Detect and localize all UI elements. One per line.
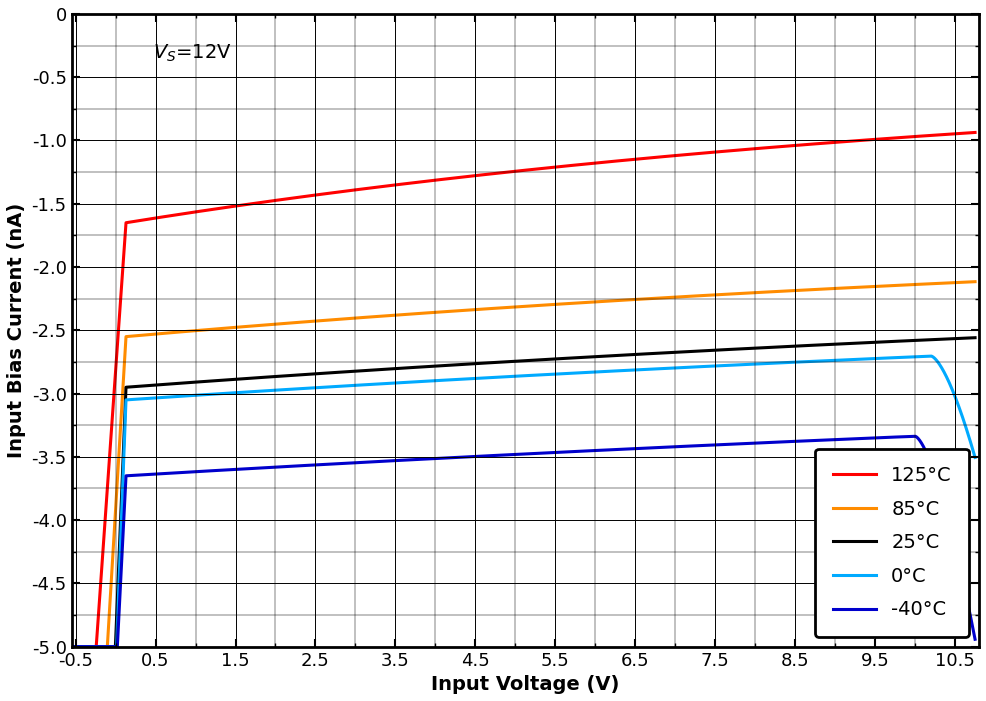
0°C: [969, 454, 981, 462]
-40°C: [654, 443, 666, 451]
25°C: [411, 363, 423, 372]
-40°C: [411, 455, 423, 463]
0°C: [607, 367, 619, 375]
25°C: [740, 344, 751, 353]
Y-axis label: Input Bias Current (nA): Input Bias Current (nA): [7, 203, 26, 458]
25°C: [230, 375, 242, 383]
125°C: [66, 642, 78, 651]
0°C: [230, 388, 242, 397]
25°C: [809, 341, 820, 349]
-40°C: [230, 465, 242, 474]
Line: -40°C: -40°C: [72, 436, 975, 646]
85°C: [969, 278, 981, 286]
X-axis label: Input Voltage (V): Input Voltage (V): [431, 675, 619, 694]
-40°C: [66, 642, 78, 651]
-40°C: [607, 445, 619, 454]
0°C: [654, 365, 666, 373]
25°C: [607, 351, 619, 360]
125°C: [654, 153, 666, 161]
-40°C: [909, 432, 921, 440]
85°C: [607, 297, 619, 305]
Line: 25°C: 25°C: [72, 338, 975, 646]
85°C: [740, 289, 751, 297]
25°C: [654, 349, 666, 358]
0°C: [925, 352, 937, 360]
-40°C: [740, 440, 751, 448]
0°C: [66, 642, 78, 651]
0°C: [809, 357, 820, 365]
85°C: [66, 642, 78, 651]
Line: 125°C: 125°C: [72, 132, 975, 646]
125°C: [607, 157, 619, 165]
Text: $V_S$=12V: $V_S$=12V: [153, 43, 232, 64]
Legend: 125°C, 85°C, 25°C, 0°C, -40°C: 125°C, 85°C, 25°C, 0°C, -40°C: [815, 449, 969, 637]
125°C: [809, 139, 820, 148]
-40°C: [969, 635, 981, 644]
125°C: [969, 128, 981, 137]
85°C: [411, 309, 423, 318]
125°C: [230, 202, 242, 210]
0°C: [740, 360, 751, 369]
-40°C: [809, 436, 820, 444]
0°C: [411, 378, 423, 386]
25°C: [66, 642, 78, 651]
Line: 0°C: 0°C: [72, 356, 975, 646]
125°C: [740, 145, 751, 154]
Line: 85°C: 85°C: [72, 282, 975, 646]
85°C: [654, 294, 666, 302]
125°C: [411, 178, 423, 186]
85°C: [230, 323, 242, 332]
85°C: [809, 285, 820, 294]
25°C: [969, 334, 981, 342]
